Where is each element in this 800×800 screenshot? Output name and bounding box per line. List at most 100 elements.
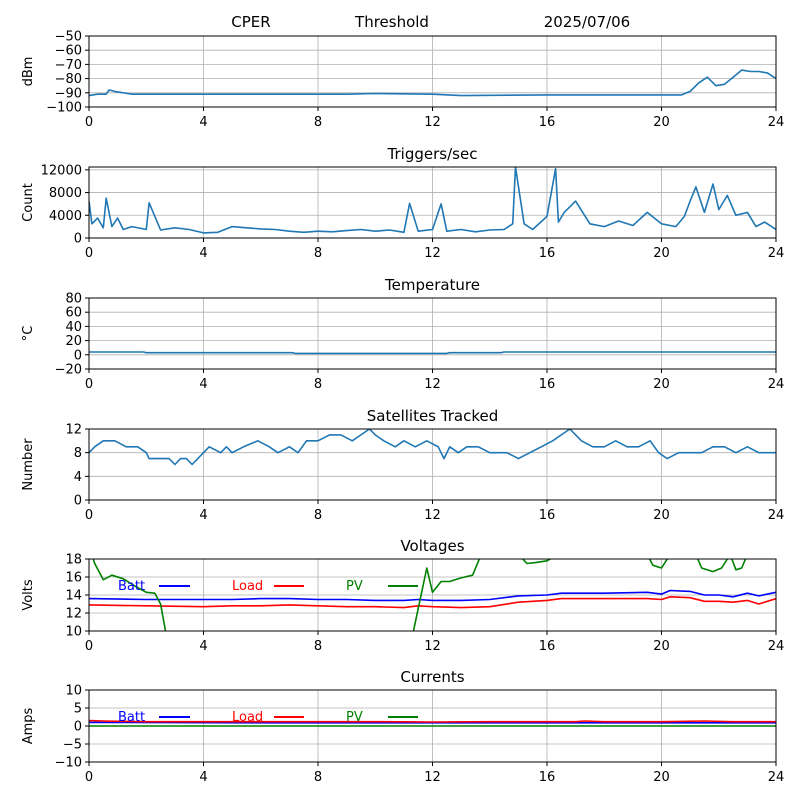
x-tick-label: 16: [539, 639, 556, 654]
y-tick-label: −90: [55, 86, 82, 101]
y-tick-label: 0: [74, 232, 82, 247]
x-tick-label: 0: [85, 115, 93, 130]
header-station: CPER: [231, 13, 270, 31]
y-tick-label: 12: [65, 423, 82, 438]
x-tick-label: 12: [424, 115, 441, 130]
x-tick-label: 12: [424, 770, 441, 785]
y-tick-label: 18: [65, 553, 82, 568]
x-tick-label: 16: [539, 115, 556, 130]
y-tick-label: −5: [63, 738, 82, 753]
x-tick-label: 8: [314, 377, 322, 392]
panel-title: Voltages: [400, 537, 464, 555]
y-tick-label: 10: [65, 684, 82, 699]
y-tick-label: 8000: [49, 186, 82, 201]
y-tick-label: −50: [55, 30, 82, 45]
y-axis-label: dBm: [21, 57, 36, 87]
y-tick-label: −100: [46, 101, 82, 116]
x-tick-label: 16: [539, 377, 556, 392]
y-tick-label: 0: [74, 348, 82, 363]
x-tick-label: 4: [199, 508, 207, 523]
x-tick-label: 8: [314, 508, 322, 523]
y-tick-label: −60: [55, 44, 82, 59]
x-tick-label: 0: [85, 639, 93, 654]
series-line-batt: [89, 589, 776, 602]
y-tick-label: 16: [65, 571, 82, 586]
y-tick-label: 4000: [49, 209, 82, 224]
x-tick-label: 0: [85, 508, 93, 523]
y-tick-label: 12: [65, 607, 82, 622]
legend-label-load: Load: [232, 710, 263, 725]
x-tick-label: 8: [314, 639, 322, 654]
header-mode: Threshold: [354, 13, 429, 31]
y-tick-label: 0: [74, 720, 82, 735]
y-tick-label: 0: [74, 494, 82, 509]
y-tick-label: 8: [74, 446, 82, 461]
y-tick-label: −20: [55, 363, 82, 378]
y-tick-label: −80: [55, 72, 82, 87]
x-tick-label: 4: [199, 377, 207, 392]
series-line-pv: [92, 559, 747, 631]
x-tick-label: 16: [539, 770, 556, 785]
legend-label-batt: Batt: [118, 710, 145, 725]
x-tick-label: 12: [424, 639, 441, 654]
panel-title: Satellites Tracked: [367, 407, 498, 425]
y-tick-label: 40: [65, 320, 82, 335]
legend-label-pv: PV: [346, 710, 363, 725]
x-tick-label: 16: [539, 246, 556, 261]
y-axis-label: Amps: [21, 707, 36, 744]
y-axis-label: Count: [21, 183, 36, 222]
x-tick-label: 8: [314, 115, 322, 130]
x-tick-label: 16: [539, 508, 556, 523]
panel-title: Temperature: [384, 276, 480, 294]
legend-label-pv: PV: [346, 579, 363, 594]
y-tick-label: 20: [65, 334, 82, 349]
x-tick-label: 20: [653, 639, 670, 654]
x-tick-label: 20: [653, 115, 670, 130]
y-tick-label: −70: [55, 58, 82, 73]
header-date: 2025/07/06: [544, 13, 630, 31]
y-axis-label: °C: [21, 326, 36, 342]
x-tick-label: 8: [314, 770, 322, 785]
x-tick-label: 0: [85, 770, 93, 785]
series-line: [89, 429, 776, 466]
x-tick-label: 20: [653, 377, 670, 392]
x-tick-label: 4: [199, 770, 207, 785]
panel-4: 0 4 8 12 16 20 24 0 4 8 12 Satellites Tracked Number: [21, 407, 784, 523]
legend-label-batt: Batt: [118, 579, 145, 594]
x-tick-label: 12: [424, 377, 441, 392]
y-tick-label: 80: [65, 292, 82, 307]
x-tick-label: 8: [314, 246, 322, 261]
x-tick-label: 24: [768, 639, 785, 654]
y-tick-label: 4: [74, 470, 82, 485]
panel-title: Currents: [400, 668, 464, 686]
legend-label-load: Load: [232, 579, 263, 594]
y-tick-label: 60: [65, 306, 82, 321]
y-tick-label: 5: [74, 702, 82, 717]
x-tick-label: 24: [768, 770, 785, 785]
y-tick-label: 14: [65, 589, 82, 604]
panel-2: 0 4 8 12 16 20 24 0 4000 8000 12000 Triggers/sec Cou…: [21, 145, 784, 261]
panel-5: 0 4 8 12 16 20 24 10 12 14 16 18 Voltages Volts Batt Lo…: [21, 537, 784, 654]
panel-6: 0 4 8 12 16 20 24 −10 −5 0 5 10 Currents Amps Batt Load…: [21, 668, 784, 785]
x-tick-label: 24: [768, 246, 785, 261]
x-tick-label: 4: [199, 115, 207, 130]
y-axis-label: Volts: [21, 579, 36, 611]
x-tick-label: 12: [424, 508, 441, 523]
y-tick-label: 10: [65, 625, 82, 640]
x-tick-label: 0: [85, 377, 93, 392]
x-tick-label: 20: [653, 770, 670, 785]
series-line: [89, 167, 776, 234]
y-axis-label: Number: [21, 438, 36, 491]
x-tick-label: 12: [424, 246, 441, 261]
x-tick-label: 20: [653, 508, 670, 523]
y-tick-label: 12000: [41, 163, 82, 178]
series-line: [89, 351, 776, 355]
x-tick-label: 0: [85, 246, 93, 261]
y-tick-label: −10: [55, 756, 82, 771]
x-tick-label: 24: [768, 377, 785, 392]
series-line-load: [89, 595, 776, 609]
series-line-load: [89, 719, 776, 723]
series-line: [89, 69, 776, 97]
